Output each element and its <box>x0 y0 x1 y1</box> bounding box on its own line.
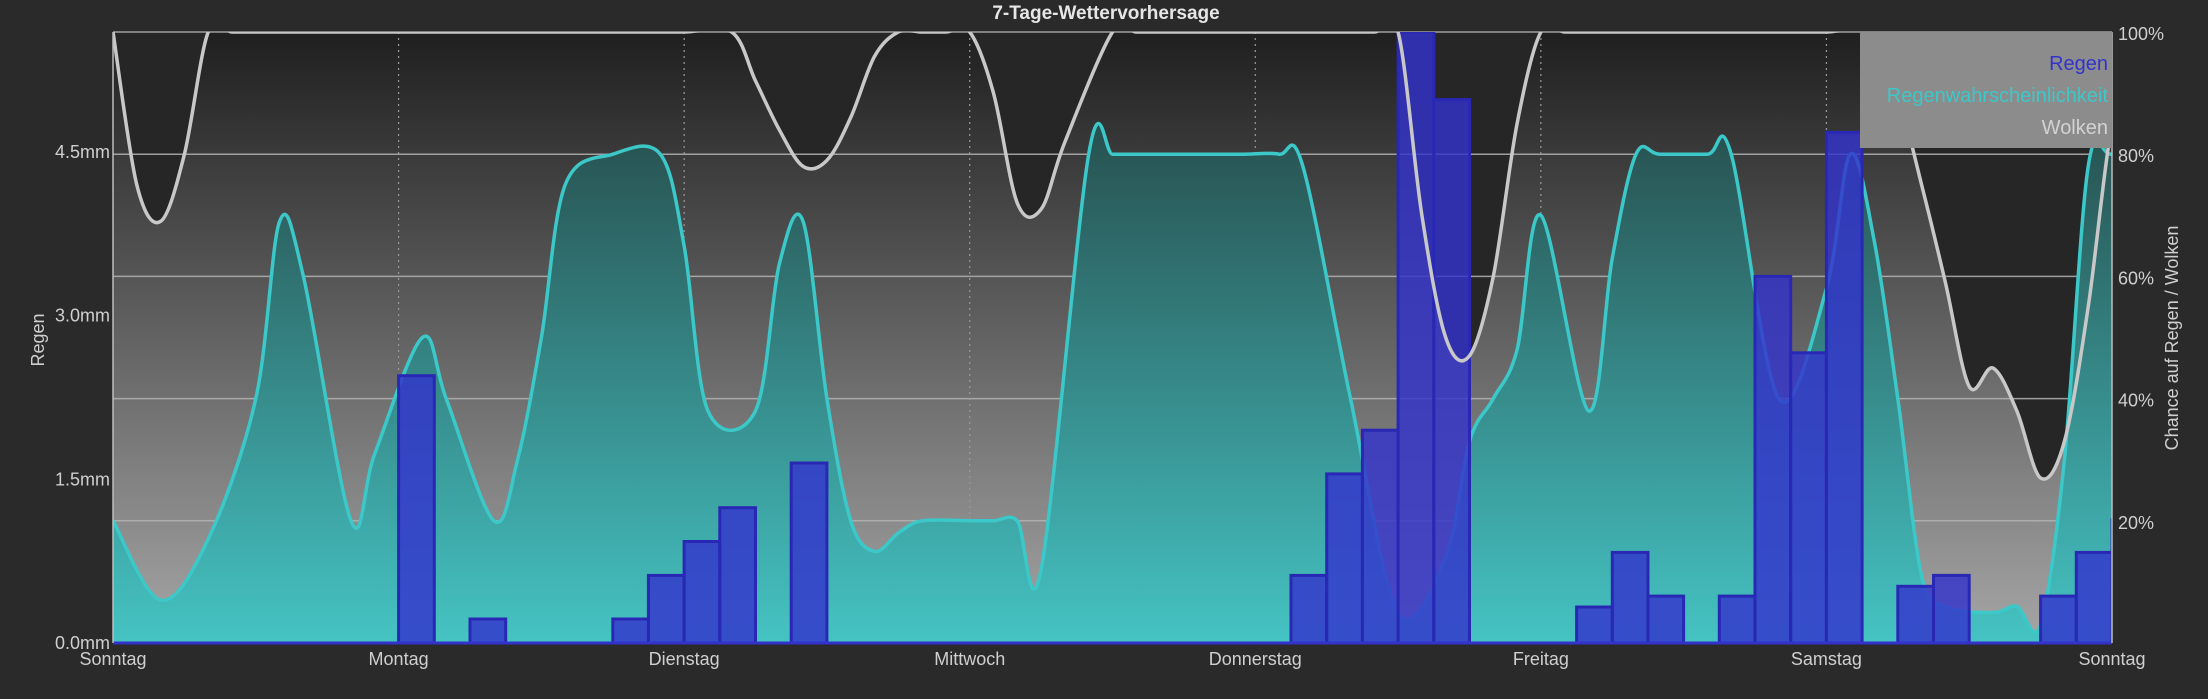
y-tick-label: 3.0mm <box>55 306 110 326</box>
legend-box <box>1860 32 2112 148</box>
rain-bar <box>2148 474 2184 643</box>
y2-tick-label: 20% <box>2118 513 2154 533</box>
rain-bar <box>2039 594 2078 643</box>
rain-bar <box>682 540 722 643</box>
legend-item-regen: Regen <box>2049 53 2108 75</box>
x-tick-label: Montag <box>369 649 429 669</box>
x-tick-label: Samstag <box>1791 649 1862 669</box>
rain-bar <box>789 461 829 643</box>
rain-bar <box>1824 130 1864 643</box>
rain-bar <box>1289 573 1329 643</box>
rain-bar <box>1932 573 1971 643</box>
y-tick-label: 0.0mm <box>55 633 110 653</box>
chart-title: 7-Tage-Wettervorhersage <box>992 3 1219 24</box>
rain-bar <box>468 617 508 643</box>
rain-bar <box>1432 98 1472 643</box>
rain-bar <box>1360 428 1400 643</box>
legend-item-regenwahrscheinlichkeit: Regenwahrscheinlichkeit <box>1887 85 2109 107</box>
x-tick-label: Sonntag <box>2078 649 2145 669</box>
rain-bar <box>397 374 436 643</box>
y-tick-label: 4.5mm <box>55 142 110 162</box>
rain-bar <box>2074 550 2112 643</box>
rain-bar <box>646 573 686 643</box>
x-tick-label: Dienstag <box>649 649 720 669</box>
rain-bar <box>1789 351 1828 643</box>
rain-bar <box>2183 408 2208 643</box>
y2-tick-label: 80% <box>2118 146 2154 166</box>
rain-bar <box>2110 518 2112 643</box>
rain-bar <box>1610 550 1650 643</box>
rain-bar <box>1896 584 1936 643</box>
rain-probability-line <box>113 121 2112 635</box>
y2-tick-label: 60% <box>2118 268 2154 288</box>
rain-bar <box>1753 274 1793 643</box>
rain-bar <box>1396 32 1436 643</box>
x-tick-label: Donnerstag <box>1209 649 1302 669</box>
y2-tick-label: 100% <box>2118 24 2164 44</box>
rain-bar <box>1575 605 1614 643</box>
cloud-cover-line <box>113 32 2112 481</box>
rain-probability-area <box>113 123 2112 643</box>
rain-bar <box>1717 594 1757 643</box>
y2-tick-label: 40% <box>2118 391 2154 411</box>
y-axis-label: Regen <box>28 313 48 366</box>
x-tick-label: Mittwoch <box>934 649 1005 669</box>
legend-item-wolken: Wolken <box>2042 117 2108 139</box>
legend: Regen Regenwahrscheinlichkeit Wolken <box>1860 32 2112 148</box>
rain-bar <box>1646 594 1686 643</box>
rain-bar <box>1325 472 1364 643</box>
rain-bar <box>611 617 650 643</box>
x-tick-label: Sonntag <box>79 649 146 669</box>
x-tick-label: Freitag <box>1513 649 1569 669</box>
y2-axis-label: Chance auf Regen / Wolken <box>2162 226 2182 451</box>
y-tick-label: 1.5mm <box>55 469 110 489</box>
rain-bar <box>718 506 757 643</box>
